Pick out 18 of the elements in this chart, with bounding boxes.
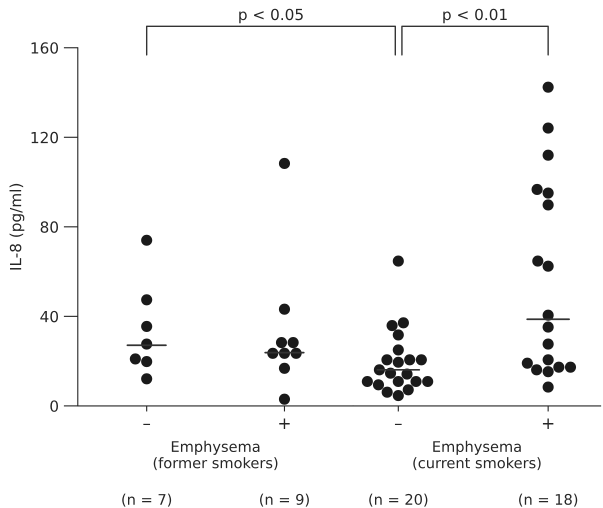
text: p < 0.05 bbox=[239, 8, 303, 24]
y-axis-title: IL-8 (pg/ml) bbox=[10, 184, 24, 270]
text: (n = 9) bbox=[260, 494, 309, 507]
text: (n = 20) bbox=[369, 494, 428, 507]
y-tick-label: 80 bbox=[40, 221, 58, 233]
y-tick-label: 120 bbox=[32, 132, 58, 144]
x-tick-label: – bbox=[394, 424, 402, 425]
text: p < 0.01 bbox=[443, 8, 507, 24]
text: (n = 7) bbox=[122, 494, 172, 507]
x-tick-label: + bbox=[542, 418, 554, 429]
y-tick-label: 160 bbox=[32, 42, 58, 54]
text: (n = 18) bbox=[519, 494, 578, 507]
x-axis-title: Emphysema (former smokers) bbox=[154, 440, 278, 470]
x-tick-label: + bbox=[279, 418, 290, 429]
x-tick-label: – bbox=[143, 424, 150, 425]
x-axis-title: Emphysema (current smokers) bbox=[413, 440, 541, 470]
y-tick-label: 0 bbox=[50, 400, 58, 412]
y-tick-label: 40 bbox=[40, 310, 58, 322]
